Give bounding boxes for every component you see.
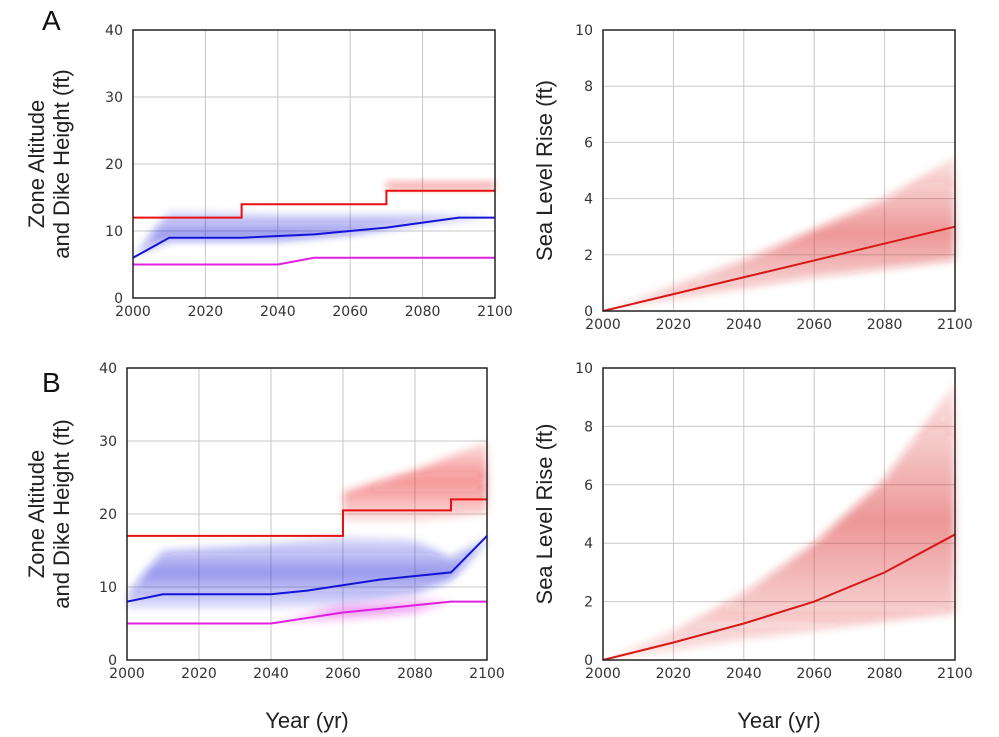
plot-frame (602, 29, 956, 312)
chart-A-right: 2000 2020 2040 2060 2080 2100 0 2 4 6 8 10 Sea Level… (532, 23, 973, 333)
x-tick-label: 2020 (656, 317, 692, 333)
x-tick-label: 2020 (656, 666, 692, 682)
y-tick-label: 0 (114, 291, 123, 307)
x-tick-label: 2020 (188, 304, 224, 320)
x-tick-label: 2060 (325, 666, 361, 682)
plot-frame (132, 29, 496, 299)
series-line-0 (602, 533, 956, 661)
y-axis-label: Sea Level Rise (ft) (532, 424, 557, 605)
x-tick-label: 2100 (477, 304, 513, 320)
x-tick-label: 2000 (585, 317, 621, 333)
y-tick-label: 10 (99, 580, 117, 596)
series-line-1 (126, 535, 488, 603)
y-axis-label-line-1: Zone Altitude (24, 450, 49, 578)
y-tick-label: 20 (105, 157, 123, 173)
plot-frame (126, 367, 488, 661)
y-tick-label: 10 (575, 361, 593, 377)
panel-letter-a: A (42, 5, 61, 36)
x-tick-label: 2040 (253, 666, 289, 682)
x-tick-label: 2060 (796, 666, 832, 682)
x-tick-label: 2100 (937, 317, 973, 333)
y-tick-label: 40 (105, 23, 123, 39)
y-tick-label: 2 (584, 595, 593, 611)
y-tick-label: 0 (108, 653, 117, 669)
y-axis-label: Sea Level Rise (ft) (532, 80, 557, 261)
y-tick-label: 6 (584, 135, 593, 151)
y-axis-label-line-2: and Dike Height (ft) (49, 419, 74, 609)
x-tick-label: 2080 (397, 666, 433, 682)
band-series-0 (603, 382, 955, 660)
x-tick-label: 2000 (109, 666, 145, 682)
y-tick-label: 8 (584, 419, 593, 435)
y-axis-label-line-2: and Dike Height (ft) (49, 69, 74, 259)
series-line-0 (127, 498, 487, 537)
y-axis-label: Zone Altitudeand Dike Height (ft) (24, 419, 74, 609)
plot-frame (602, 367, 956, 661)
x-axis-label: Year (yr) (737, 708, 821, 733)
chart-B-right: 2000 2020 2040 2060 2080 2100 0 2 4 6 8 10 Sea Level… (532, 361, 973, 733)
y-tick-label: 4 (584, 192, 593, 208)
y-axis-label-line-1: Zone Altitude (24, 100, 49, 228)
x-tick-label: 2080 (867, 666, 903, 682)
x-tick-label: 2060 (796, 317, 832, 333)
y-tick-label: 30 (105, 90, 123, 106)
y-tick-label: 4 (584, 536, 593, 552)
y-tick-label: 8 (584, 79, 593, 95)
y-axis-label: Zone Altitudeand Dike Height (ft) (24, 69, 74, 259)
y-tick-label: 30 (99, 434, 117, 450)
y-tick-label: 10 (105, 224, 123, 240)
x-axis-label: Year (yr) (265, 708, 349, 733)
x-tick-label: 2000 (115, 304, 151, 320)
y-tick-label: 10 (575, 23, 593, 39)
x-tick-label: 2100 (937, 666, 973, 682)
band-series-0 (386, 180, 495, 191)
y-tick-label: 20 (99, 507, 117, 523)
series-line-1 (132, 216, 495, 259)
band-series-1 (127, 535, 487, 609)
x-tick-label: 2000 (585, 666, 621, 682)
y-tick-label: 0 (584, 653, 593, 669)
band-series-0 (603, 156, 955, 311)
chart-B-left: 2000 2020 2040 2060 2080 2100 0 10 20 30 40 Zone Al… (24, 361, 505, 733)
x-tick-label: 2040 (726, 317, 762, 333)
chart-A-left: 2000 2020 2040 2060 2080 2100 0 10 20 30 40 Zone Al… (24, 23, 513, 320)
y-tick-label: 6 (584, 478, 593, 494)
x-tick-label: 2060 (332, 304, 368, 320)
series-line-0 (602, 225, 956, 312)
series-line-2 (127, 600, 487, 625)
y-tick-label: 0 (584, 304, 593, 320)
y-tick-label: 2 (584, 248, 593, 264)
x-tick-label: 2080 (867, 317, 903, 333)
series-line-0 (133, 189, 495, 219)
x-tick-label: 2040 (726, 666, 762, 682)
x-tick-label: 2040 (260, 304, 296, 320)
x-tick-label: 2100 (469, 666, 505, 682)
series-line-2 (133, 256, 495, 266)
x-tick-label: 2020 (181, 666, 217, 682)
panel-letter-b: B (42, 367, 61, 398)
x-tick-label: 2080 (405, 304, 441, 320)
y-tick-label: 40 (99, 361, 117, 377)
